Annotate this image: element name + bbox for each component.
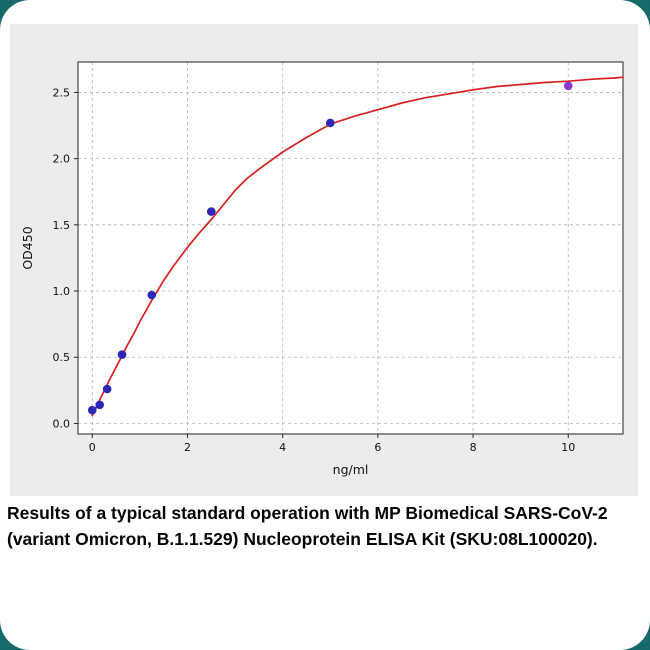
axis-ticks — [74, 91, 569, 438]
y-tick-label: 0.5 — [53, 351, 71, 364]
data-point — [563, 81, 573, 91]
y-tick-label: 1.5 — [53, 219, 71, 232]
x-tick-label: 2 — [184, 441, 191, 454]
plot-area — [78, 62, 623, 434]
y-tick-label: 1.0 — [53, 285, 71, 298]
y-tick-label: 0.0 — [53, 417, 71, 430]
elisa-standard-curve-chart: 0 2 4 6 8 10 0.0 0.5 1.0 1.5 2.0 2.5 ng/ml OD450 — [20, 61, 624, 477]
x-axis-label: ng/ml — [333, 462, 369, 477]
y-tick-label: 2.5 — [53, 86, 71, 99]
data-point — [147, 290, 157, 300]
data-point — [95, 400, 105, 410]
gridlines — [78, 62, 623, 434]
caption-text: Results of a typical standard operation … — [7, 503, 608, 549]
x-tick-label: 4 — [279, 441, 286, 454]
x-tick-label: 8 — [470, 441, 477, 454]
y-axis-label: OD450 — [20, 226, 35, 269]
x-tick-label: 6 — [374, 441, 381, 454]
tick-labels: 0 2 4 6 8 10 0.0 0.5 1.0 1.5 2.0 2.5 — [53, 86, 576, 454]
chart-figure: 0 2 4 6 8 10 0.0 0.5 1.0 1.5 2.0 2.5 ng/ml OD450 — [10, 24, 638, 496]
x-tick-label: 0 — [89, 441, 96, 454]
data-point — [87, 405, 97, 415]
x-tick-label: 10 — [561, 441, 575, 454]
plot-border — [77, 61, 624, 435]
data-points — [87, 81, 573, 415]
data-point — [325, 118, 335, 128]
data-point — [117, 350, 127, 359]
data-point — [102, 384, 112, 394]
data-point — [206, 207, 216, 216]
y-tick-label: 2.0 — [53, 153, 71, 166]
